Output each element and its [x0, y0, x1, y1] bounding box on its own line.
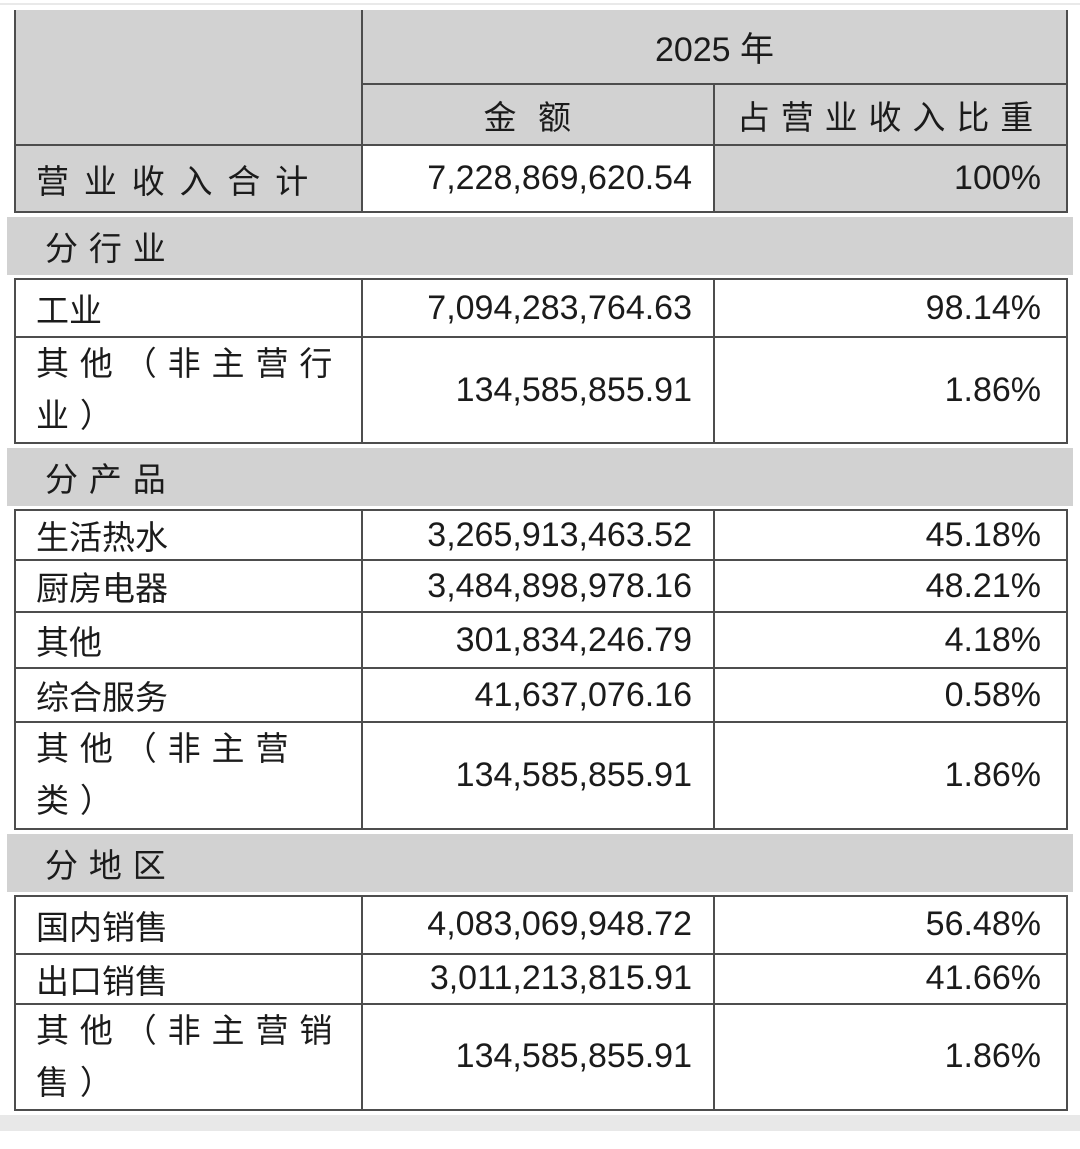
row-label-cell: 其他: [14, 611, 363, 670]
row-ratio-cell: 1.86%: [713, 1002, 1068, 1111]
total-amount-cell: 7,228,869,620.54: [361, 144, 715, 213]
corner-cell: [14, 10, 363, 146]
row-amount-cell: 3,265,913,463.52: [361, 509, 715, 562]
total-label-cell: 营业收入合计: [14, 144, 363, 213]
section-band-region: 分地区: [7, 833, 1073, 892]
row-ratio-cell: 41.66%: [713, 952, 1068, 1005]
section-table-region: 国内销售 4,083,069,948.72 56.48% 出口销售 3,011,…: [14, 894, 1068, 1111]
row-label-cell: 综合服务: [14, 667, 363, 724]
row-amount-cell: 134,585,855.91: [361, 1002, 715, 1111]
year-header-cell: 2025 年: [361, 10, 1068, 85]
row-label-cell: 工业: [14, 278, 363, 338]
row-label-cell: 厨房电器: [14, 559, 363, 614]
row-ratio-cell: 1.86%: [713, 335, 1068, 445]
row-label-cell: 出口销售: [14, 952, 363, 1005]
table-row: 厨房电器 3,484,898,978.16 48.21%: [14, 559, 1068, 614]
table-row: 其他（非主营销 售） 134,585,855.91 1.86%: [14, 1002, 1068, 1111]
row-ratio-cell: 45.18%: [713, 509, 1068, 562]
table-row: 国内销售 4,083,069,948.72 56.48%: [14, 894, 1068, 955]
section-title: 分地区: [45, 846, 177, 884]
row-amount-cell: 3,011,213,815.91: [361, 952, 715, 1005]
row-ratio-cell: 56.48%: [713, 894, 1068, 955]
table-row: 其他（非主营行 业） 134,585,855.91 1.86%: [14, 335, 1068, 445]
header-table: 2025 年 金额 占营业收入比重 营业收入合计 7,228,869,620.5…: [14, 10, 1068, 213]
year-header-row: 2025 年: [14, 10, 1068, 146]
table-row: 生活热水 3,265,913,463.52 45.18%: [14, 509, 1068, 562]
row-label-cell: 其他（非主营 类）: [14, 721, 363, 830]
table-row: 综合服务 41,637,076.16 0.58%: [14, 667, 1068, 724]
section-table-industry: 工业 7,094,283,764.63 98.14% 其他（非主营行 业） 13…: [14, 278, 1068, 445]
row-label-cell: 生活热水: [14, 509, 363, 562]
row-amount-cell: 4,083,069,948.72: [361, 894, 715, 955]
section-title: 分产品: [45, 461, 177, 499]
row-label-cell: 其他（非主营行 业）: [14, 335, 363, 445]
row-amount-cell: 7,094,283,764.63: [361, 278, 715, 338]
row-ratio-cell: 1.86%: [713, 721, 1068, 830]
row-amount-cell: 301,834,246.79: [361, 611, 715, 670]
total-row: 营业收入合计 7,228,869,620.54 100%: [14, 144, 1068, 213]
table-row: 工业 7,094,283,764.63 98.14%: [14, 278, 1068, 338]
row-label-cell: 其他（非主营销 售）: [14, 1002, 363, 1111]
bottom-strip: [0, 1114, 1080, 1131]
row-ratio-cell: 48.21%: [713, 559, 1068, 614]
row-amount-cell: 134,585,855.91: [361, 335, 715, 445]
report-table-area: 2025 年 金额 占营业收入比重 营业收入合计 7,228,869,620.5…: [0, 10, 1080, 1111]
ratio-header-cell: 占营业收入比重: [713, 83, 1068, 146]
section-band-product: 分产品: [7, 448, 1073, 507]
column-header-row: 金额 占营业收入比重: [15, 83, 1068, 146]
row-ratio-cell: 0.58%: [713, 667, 1068, 724]
total-ratio-cell: 100%: [713, 144, 1068, 213]
row-amount-cell: 3,484,898,978.16: [361, 559, 715, 614]
table-row: 其他（非主营 类） 134,585,855.91 1.86%: [14, 721, 1068, 830]
section-title: 分行业: [45, 230, 177, 267]
top-rule: [0, 0, 1080, 10]
section-table-product: 生活热水 3,265,913,463.52 45.18% 厨房电器 3,484,…: [14, 509, 1068, 830]
row-ratio-cell: 98.14%: [713, 278, 1068, 338]
section-band-industry: 分行业: [7, 217, 1073, 275]
row-amount-cell: 41,637,076.16: [361, 667, 715, 724]
table-row: 其他 301,834,246.79 4.18%: [14, 611, 1068, 670]
row-ratio-cell: 4.18%: [713, 611, 1068, 670]
row-label-cell: 国内销售: [14, 894, 363, 955]
amount-header-cell: 金额: [361, 83, 715, 146]
row-amount-cell: 134,585,855.91: [361, 721, 715, 830]
table-row: 出口销售 3,011,213,815.91 41.66%: [14, 952, 1068, 1005]
